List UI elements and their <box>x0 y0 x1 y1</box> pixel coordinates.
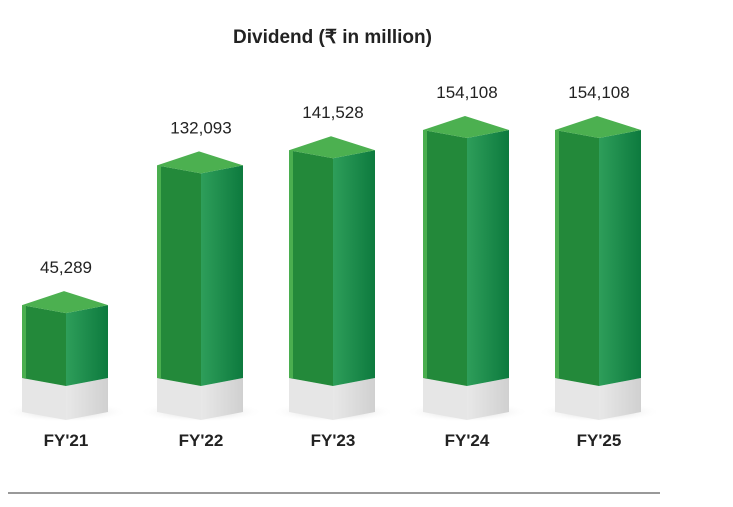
bar-base-right <box>467 378 509 420</box>
data-label: 154,108 <box>436 83 497 102</box>
x-tick-label: FY'22 <box>179 431 224 450</box>
bar-side-face <box>66 305 108 386</box>
bar-base-left <box>423 378 467 420</box>
data-label: 154,108 <box>568 83 629 102</box>
bar-base-left <box>22 378 66 420</box>
bar-base-left <box>289 378 333 420</box>
data-label: 141,528 <box>302 103 363 122</box>
bar-top-face <box>157 151 243 174</box>
bar-base-left <box>555 378 599 420</box>
bar-side-face <box>333 150 375 386</box>
bar-top-face <box>555 116 641 138</box>
bar-front-face <box>289 150 333 386</box>
chart-title: Dividend (₹ in million) <box>233 27 432 48</box>
bar-front-face <box>555 130 599 386</box>
bar-side-face <box>467 130 509 386</box>
data-label: 132,093 <box>170 118 231 137</box>
bar-base-right <box>201 378 243 420</box>
bar-base-right <box>599 378 641 420</box>
bar-base-right <box>333 378 375 420</box>
bar-edge-highlight <box>289 150 293 378</box>
data-label: 45,289 <box>40 258 92 277</box>
bar-front-face <box>423 130 467 386</box>
bar-front-face <box>22 305 66 386</box>
bar-edge-highlight <box>22 305 26 378</box>
x-tick-label: FY'25 <box>577 431 622 450</box>
x-tick-label: FY'21 <box>44 431 89 450</box>
bar-edge-highlight <box>157 165 161 378</box>
bar-front-face <box>157 165 201 386</box>
x-tick-label: FY'24 <box>445 431 490 450</box>
bar-side-face <box>599 130 641 386</box>
bar-side-face <box>201 165 243 386</box>
bar-edge-highlight <box>423 130 427 378</box>
bar-base-right <box>66 378 108 420</box>
bar-top-face <box>22 291 108 314</box>
bar-base-left <box>157 378 201 420</box>
x-tick-label: FY'23 <box>311 431 356 450</box>
bar-top-face <box>289 136 375 159</box>
bar-top-face <box>423 116 509 138</box>
bar-edge-highlight <box>555 130 559 378</box>
